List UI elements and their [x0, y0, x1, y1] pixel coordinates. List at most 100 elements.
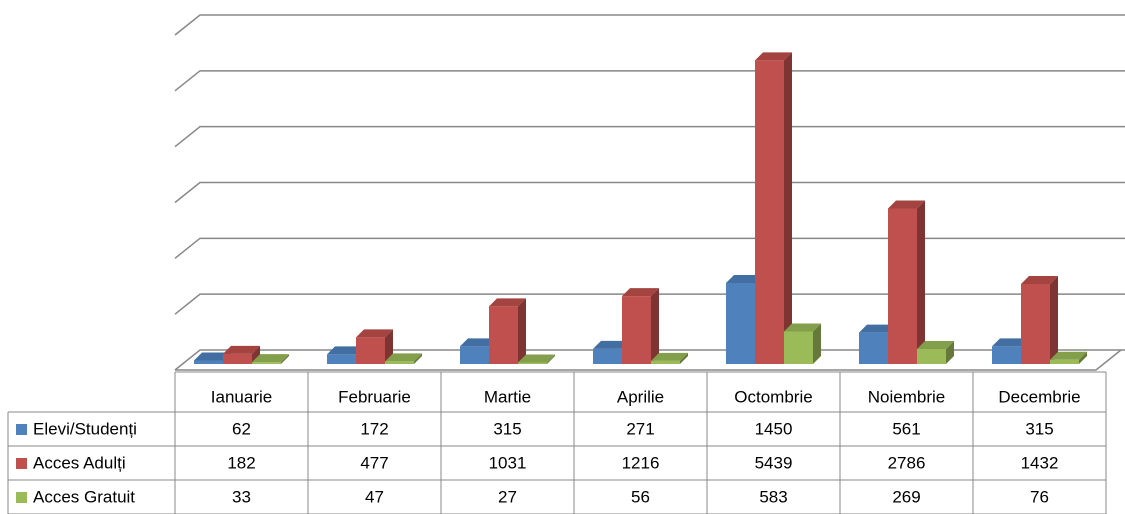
bar [651, 352, 688, 364]
bar-face [813, 323, 821, 364]
table-value: 76 [1030, 487, 1049, 506]
bar [1021, 276, 1058, 364]
table-value: 172 [360, 419, 388, 438]
bar-face [194, 360, 223, 364]
bar-face [651, 360, 680, 364]
legend-label: Acces Adulți [33, 453, 126, 472]
bar-face [784, 323, 821, 332]
bar-face [1050, 276, 1058, 364]
bar-face [356, 337, 385, 364]
bar-face [1079, 351, 1087, 364]
bar-face [414, 353, 422, 364]
bar-face [755, 52, 792, 61]
bar-face [327, 346, 364, 355]
table-value: 1031 [489, 453, 527, 472]
bar-face [888, 208, 917, 364]
bar-face [1021, 284, 1050, 364]
table-value: 27 [498, 487, 517, 506]
bar-face [726, 283, 755, 364]
table-value: 271 [626, 419, 654, 438]
table-value: 583 [759, 487, 787, 506]
bar [385, 353, 422, 364]
grid-line [174, 293, 1125, 315]
bar-face [755, 60, 784, 364]
bar [755, 52, 792, 364]
bar [356, 329, 393, 364]
bar-face [888, 200, 925, 209]
legend-swatch [16, 492, 27, 503]
grid-line [174, 181, 1125, 204]
bar [622, 288, 659, 364]
bar-face [252, 362, 281, 364]
table-value: 269 [892, 487, 920, 506]
bar-face [992, 346, 1021, 364]
grid-line [174, 14, 1125, 36]
bar-face [385, 329, 393, 364]
bar-face [917, 340, 954, 349]
bar-face [593, 348, 622, 364]
bar-face [385, 361, 414, 364]
bar-face [489, 306, 518, 364]
bar [252, 354, 289, 364]
x-tick-label: Ianuarie [211, 387, 272, 406]
bar-face [946, 340, 954, 364]
grid-line [174, 70, 1125, 92]
x-tick-label: Decembrie [998, 387, 1080, 406]
bar-face [518, 298, 526, 364]
bar-face [622, 288, 659, 297]
bar-face [680, 352, 688, 364]
bar-face [252, 354, 289, 363]
bar-face [992, 338, 1029, 347]
table-value: 2786 [888, 453, 926, 472]
bar-face [726, 275, 763, 284]
bar [888, 200, 925, 364]
x-tick-label: Februarie [338, 387, 411, 406]
bar-face [327, 354, 356, 364]
bar [784, 323, 821, 364]
x-tick-label: Noiembrie [868, 387, 945, 406]
x-tick-label: Martie [484, 387, 531, 406]
table-value: 33 [232, 487, 251, 506]
bar-face [917, 200, 925, 364]
bar-face [223, 345, 260, 354]
x-tick-label: Octombrie [734, 387, 812, 406]
grid-line [174, 125, 1125, 148]
bar [917, 340, 954, 364]
table-value: 1450 [755, 419, 793, 438]
table-value: 56 [631, 487, 650, 506]
bar-face [518, 362, 547, 364]
table-value: 477 [360, 453, 388, 472]
bar-face [917, 348, 946, 364]
x-tick-label: Aprilie [617, 387, 664, 406]
bar-face [859, 324, 896, 333]
table-value: 1216 [622, 453, 660, 472]
bar [518, 354, 555, 364]
bar-face [460, 346, 489, 364]
bar-face [547, 354, 555, 364]
bar [489, 298, 526, 364]
bar-face [651, 352, 688, 361]
bar-face [385, 353, 422, 362]
legend-swatch [16, 458, 27, 469]
bar [1050, 351, 1087, 364]
grid-line [174, 237, 1125, 259]
bar-face [518, 354, 555, 363]
table-value: 62 [232, 419, 251, 438]
table-value: 47 [365, 487, 384, 506]
table-value: 182 [227, 453, 255, 472]
bar-face [784, 331, 813, 364]
bar [223, 345, 260, 364]
bar-face [252, 345, 260, 364]
floor [175, 349, 1122, 371]
table-value: 5439 [755, 453, 793, 472]
bar-face [859, 332, 888, 364]
bar-face [1050, 351, 1087, 360]
bar-face [651, 288, 659, 364]
bar-face [1050, 359, 1079, 364]
bar-face [784, 52, 792, 364]
table-value: 561 [892, 419, 920, 438]
bar-face [194, 352, 231, 361]
table-value: 315 [1025, 419, 1053, 438]
bar-face [460, 338, 497, 347]
